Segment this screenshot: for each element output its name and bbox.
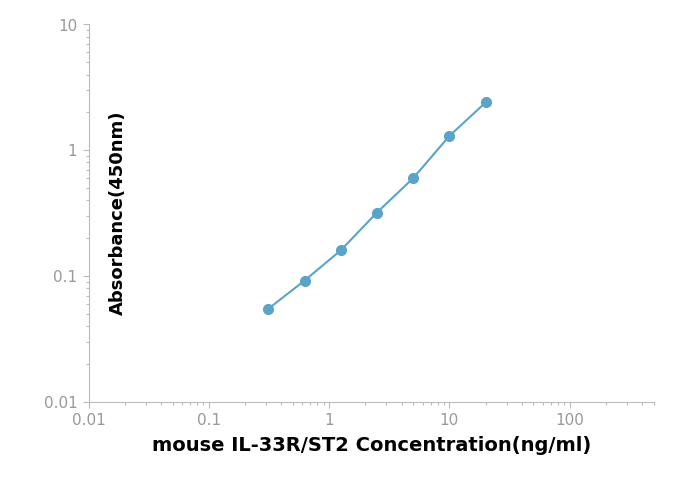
Y-axis label: Absorbance(450nm): Absorbance(450nm) xyxy=(109,111,127,316)
X-axis label: mouse IL-33R/ST2 Concentration(ng/ml): mouse IL-33R/ST2 Concentration(ng/ml) xyxy=(151,436,591,455)
